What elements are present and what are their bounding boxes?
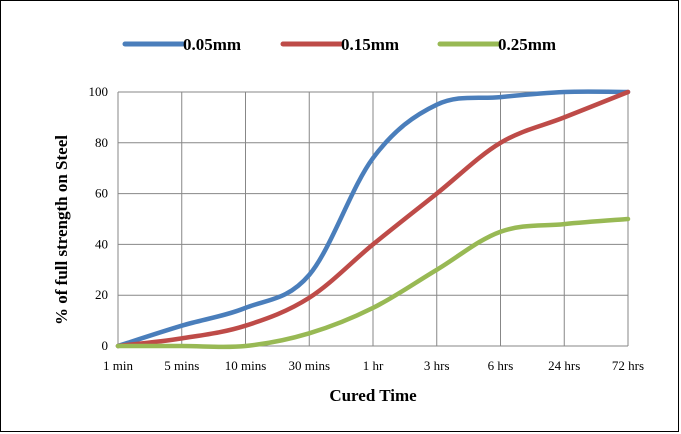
y-axis-title: % of full strength on Steel	[52, 135, 71, 325]
y-tick-label: 80	[95, 135, 108, 150]
x-tick-label: 1 min	[103, 358, 133, 373]
x-tick-label: 5 mins	[164, 358, 199, 373]
x-tick-label: 10 mins	[225, 358, 267, 373]
x-tick-label: 30 mins	[288, 358, 330, 373]
y-tick-labels: 0 20 40 60 80 100	[89, 84, 109, 353]
legend-label-0.25mm: 0.25mm	[498, 35, 556, 54]
series-line-0.05mm	[115, 89, 631, 349]
x-tick-label: 6 hrs	[488, 358, 514, 373]
legend-label-0.15mm: 0.15mm	[341, 35, 399, 54]
grid-lines	[118, 91, 629, 346]
x-axis-title: Cured Time	[329, 386, 417, 405]
legend-label-0.05mm: 0.05mm	[183, 35, 241, 54]
x-tick-label: 24 hrs	[548, 358, 580, 373]
x-tick-label: 1 hr	[363, 358, 384, 373]
legend: 0.05mm 0.15mm 0.25mm	[122, 35, 556, 54]
y-tick-label: 20	[95, 287, 108, 302]
series-line-0.15mm	[115, 89, 631, 349]
x-tick-label: 72 hrs	[612, 358, 644, 373]
series-line-0.25mm	[115, 216, 631, 350]
x-tick-label: 3 hrs	[424, 358, 450, 373]
y-tick-label: 100	[89, 84, 109, 99]
y-tick-label: 40	[95, 236, 108, 251]
y-tick-label: 60	[95, 186, 108, 201]
y-tick-label: 0	[102, 338, 109, 353]
series-lines	[115, 89, 631, 350]
x-tick-labels: 1 min 5 mins 10 mins 30 mins 1 hr 3 hrs 6 hrs 2…	[103, 358, 644, 373]
